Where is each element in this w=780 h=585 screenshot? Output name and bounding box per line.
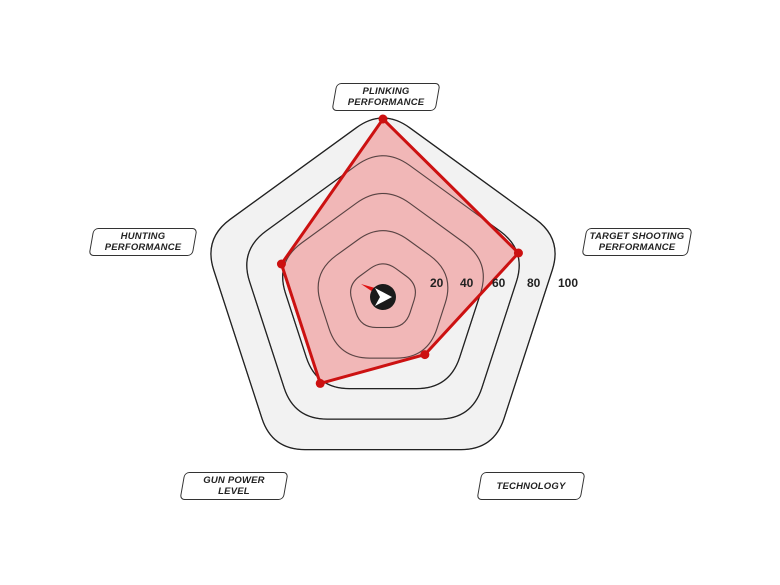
- grid-ring-line-100: [210, 117, 556, 451]
- axis-label-gun-power: GUN POWER LEVEL: [179, 472, 289, 500]
- grid-ring-line-20: [350, 263, 416, 328]
- data-point-3: [315, 378, 325, 388]
- logo-chevron-icon: [375, 288, 392, 306]
- data-point-4: [276, 259, 286, 269]
- grid-ring-line-60: [282, 192, 484, 390]
- axis-label-technology: TECHNOLOGY: [476, 472, 586, 500]
- tick-label-80: 80: [527, 276, 541, 290]
- axis-label-hunting: HUNTING PERFORMANCE: [88, 228, 198, 256]
- grid-ring-line-40: [317, 230, 449, 359]
- axis-label-text: TARGET SHOOTING PERFORMANCE: [589, 231, 685, 253]
- tick-label-20: 20: [430, 276, 444, 290]
- tick-label-60: 60: [492, 276, 506, 290]
- series-line: [279, 117, 520, 385]
- tick-label-40: 40: [460, 276, 474, 290]
- axis-label-text: HUNTING PERFORMANCE: [104, 231, 182, 253]
- axis-label-text: PLINKING PERFORMANCE: [347, 86, 425, 108]
- logo-pointer-icon: [361, 284, 375, 292]
- tick-label-100: 100: [558, 276, 579, 290]
- data-point-2: [420, 350, 430, 360]
- data-point-1: [513, 248, 523, 258]
- data-point-0: [378, 114, 388, 124]
- grid-ring-line-80: [246, 155, 520, 420]
- axis-label-plinking: PLINKING PERFORMANCE: [331, 83, 441, 111]
- axis-label-text: TECHNOLOGY: [496, 480, 566, 492]
- axis-label-text: GUN POWER LEVEL: [203, 475, 265, 497]
- axis-label-target-shooting: TARGET SHOOTING PERFORMANCE: [581, 228, 693, 256]
